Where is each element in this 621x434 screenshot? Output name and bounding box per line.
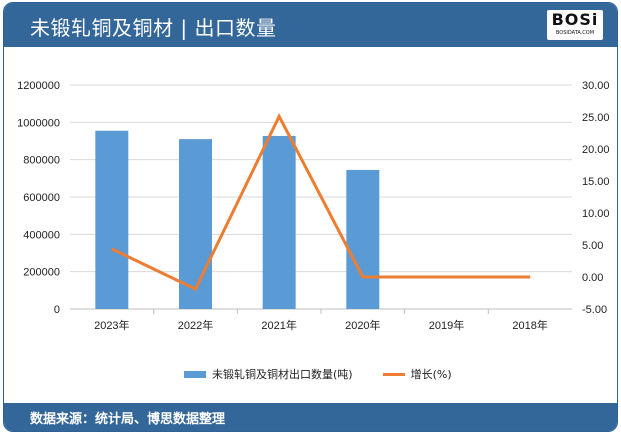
bar <box>346 169 380 309</box>
right-tick-label: 15.00 <box>582 176 610 188</box>
right-tick-label: 25.00 <box>582 112 610 124</box>
left-tick-label: 600000 <box>23 192 60 204</box>
right-tick-label: 0.00 <box>582 272 603 284</box>
right-tick-label: 20.00 <box>582 144 610 156</box>
bosi-logo: BOSi BOSIDATA.COM <box>547 10 603 40</box>
legend: 未锻轧铜及铜材出口数量(吨) 增长(%) <box>184 366 452 382</box>
right-tick-label: 10.00 <box>582 208 610 220</box>
right-tick-label: 30.00 <box>582 80 610 92</box>
x-tick-label: 2019年 <box>429 318 464 332</box>
chart-title: 未锻轧铜及铜材 | 出口数量 <box>30 16 277 40</box>
x-tick-label: 2021年 <box>261 318 296 332</box>
legend-bar-swatch <box>184 370 206 378</box>
legend-line-swatch <box>382 372 405 376</box>
right-tick-label: 5.00 <box>582 240 603 252</box>
x-tick-label: 2018年 <box>512 318 547 332</box>
x-tick-label: 2022年 <box>178 318 213 332</box>
x-tick-label: 2020年 <box>345 318 380 332</box>
growth-line <box>111 113 531 292</box>
legend-bar-label: 未锻轧铜及铜材出口数量(吨) <box>212 368 353 381</box>
data-source: 数据来源：统计局、博思数据整理 <box>30 412 226 427</box>
left-tick-label: 1000000 <box>17 117 60 129</box>
x-tick-label: 2023年 <box>94 318 129 332</box>
left-tick-label: 800000 <box>23 155 60 167</box>
left-tick-label: 400000 <box>23 229 60 241</box>
left-tick-label: 200000 <box>23 267 60 279</box>
left-tick-label: 1200000 <box>17 80 60 92</box>
legend-line-label: 增长(%) <box>410 368 452 381</box>
footer-bar: 数据来源：统计局、博思数据整理 <box>4 403 617 431</box>
left-tick-label: 0 <box>54 304 60 316</box>
bar <box>179 139 212 309</box>
bar <box>262 135 296 309</box>
bar <box>95 130 129 309</box>
header-bar: 未锻轧铜及铜材 | 出口数量 BOSi BOSIDATA.COM <box>4 3 617 47</box>
right-tick-label: -5.00 <box>582 304 607 316</box>
